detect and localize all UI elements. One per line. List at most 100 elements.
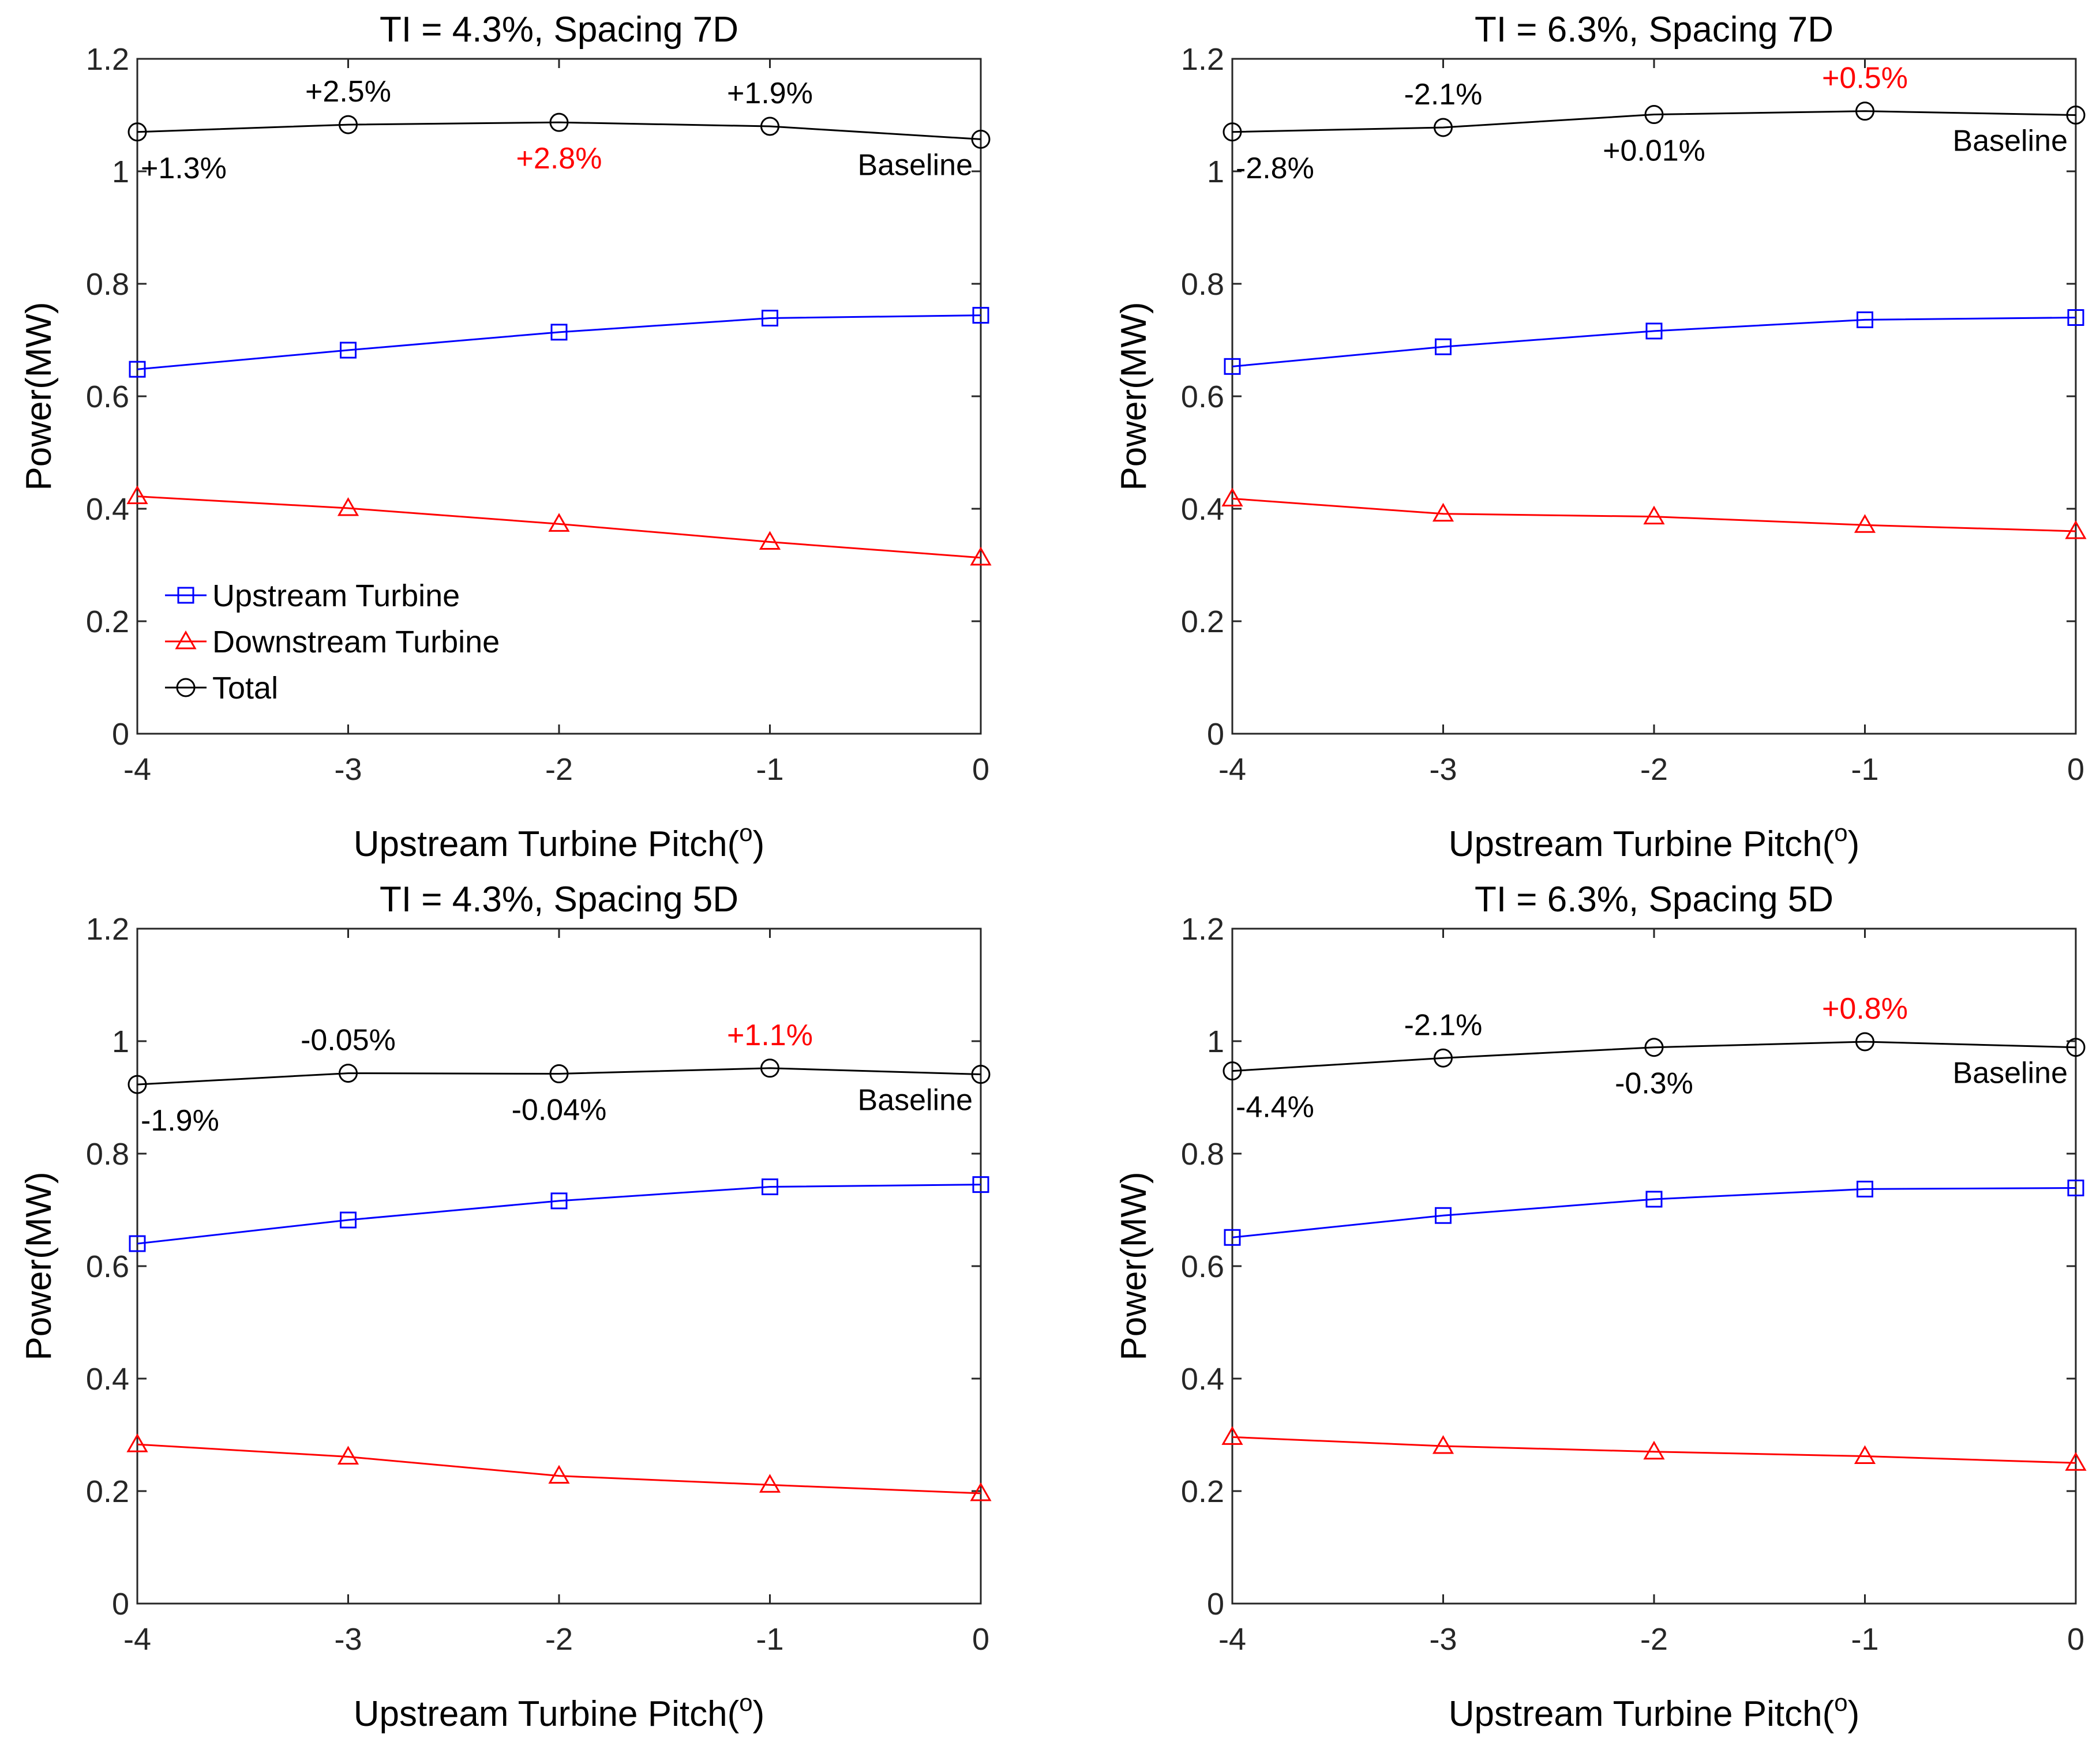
y-tick-label: 1.2 [86,42,129,77]
data-point-downstream-turbine [1221,1426,1243,1445]
y-axis-label: Power(MW) [1114,302,1154,490]
y-tick-label: 0 [1207,717,1224,752]
series-line-upstream-turbine [1232,317,2076,367]
data-point-total [339,115,358,134]
data-point-total [1222,1061,1242,1081]
series-line-upstream-turbine [1232,1187,2076,1238]
data-point-downstream-turbine [2065,1452,2087,1471]
data-label: Baseline [858,148,973,182]
series-line-upstream-turbine [137,1184,981,1245]
data-point-downstream-turbine [1643,505,1665,525]
x-tick-label: -4 [1218,752,1246,787]
chart-panel-4: 0 0.2 0.4 0.6 0.8 1 1.2 -4 -3 -2 -1 0 TI = 6.3%, Spa… [1114,880,2087,1734]
data-point-downstream-turbine [1432,502,1454,522]
chart-title: TI = 6.3%, Spacing 5D [1475,880,1833,919]
data-point-upstream-turbine [972,307,989,324]
data-point-upstream-turbine [1645,322,1663,340]
y-tick-label: 0.4 [1181,492,1224,527]
x-tick-label: 0 [2067,752,2084,787]
data-point-total [127,1075,147,1094]
data-label: -4.4% [1236,1091,1314,1124]
data-point-total [339,1064,358,1083]
data-label: +1.9% [727,77,813,110]
data-label: Baseline [858,1084,973,1117]
chart-title: TI = 4.3%, Spacing 5D [380,880,738,919]
data-point-downstream-turbine [759,531,781,550]
data-label: +1.1% [727,1019,813,1052]
x-tick-label: -3 [334,752,362,787]
y-tick-label: 0.8 [1181,1137,1224,1172]
data-point-downstream-turbine [759,1474,781,1493]
x-axis-label: Upstream Turbine Pitch(o) [1449,819,1859,864]
data-point-downstream-turbine [1854,514,1876,533]
data-point-upstream-turbine [762,1178,778,1196]
data-point-total [1222,122,1242,142]
plot-area [1231,58,2077,735]
data-point-downstream-turbine [1643,1440,1665,1460]
x-tick-label: 0 [972,1622,989,1657]
y-axis-label: Power(MW) [19,302,59,490]
data-point-downstream-turbine [337,1446,359,1465]
data-point-upstream-turbine [2067,1179,2084,1196]
data-point-downstream-turbine [126,485,148,505]
series-line-total [137,121,981,140]
x-tick-label: -3 [1429,1622,1457,1657]
x-tick-label: -3 [334,1622,362,1657]
data-point-total [1434,118,1453,137]
data-point-total [1855,1032,1874,1052]
plot-area [136,58,982,735]
data-label: +0.01% [1603,134,1705,168]
data-point-downstream-turbine [1432,1435,1454,1454]
data-point-total [549,112,569,132]
series-line-downstream-turbine [137,1443,981,1495]
data-point-upstream-turbine [340,341,357,359]
plot-area [136,928,982,1605]
data-point-upstream-turbine [762,309,778,326]
y-tick-label: 0.2 [1181,1474,1224,1509]
data-point-upstream-turbine [1224,1229,1241,1246]
x-axis-label: Upstream Turbine Pitch(o) [1449,1689,1859,1734]
data-label: -0.3% [1615,1067,1693,1101]
data-label: -2.1% [1404,1008,1483,1042]
legend-label: Downstream Turbine [212,625,500,659]
y-tick-label: 1 [1207,155,1224,189]
data-point-upstream-turbine [2067,309,2084,326]
data-point-downstream-turbine [548,513,570,532]
x-tick-label: -4 [1218,1622,1246,1657]
y-axis-label: Power(MW) [19,1172,59,1360]
data-point-downstream-turbine [1854,1445,1876,1465]
series-line-total [1232,1041,2076,1072]
x-tick-label: -3 [1429,752,1457,787]
legend-label: Upstream Turbine [212,579,460,613]
y-tick-label: 0.4 [86,492,129,527]
data-point-upstream-turbine [1857,1180,1873,1197]
data-point-total [1644,105,1664,125]
data-point-total [1855,102,1874,121]
y-tick-label: 0.4 [1181,1362,1224,1396]
data-label: +2.8% [516,142,602,175]
series-line-total [137,1067,981,1086]
legend-swatch-marker [176,678,196,697]
data-label: -0.04% [512,1094,607,1127]
series-line-downstream-turbine [1232,1436,2076,1464]
data-label: +2.5% [305,75,391,108]
x-tick-label: -2 [1640,1622,1668,1657]
y-tick-label: 0.6 [86,380,129,414]
chart-panel-3: 0 0.2 0.4 0.6 0.8 1 1.2 -4 -3 -2 -1 0 TI = 4.3%, Spa… [19,880,992,1734]
data-point-total [971,1065,991,1084]
chart-panel-1: 0 0.2 0.4 0.6 0.8 1 1.2 -4 -3 -2 -1 0 TI = 4.3%, Spa… [19,10,992,864]
x-tick-label: -1 [1851,752,1878,787]
data-point-total [2066,1038,2086,1057]
x-tick-label: -1 [1851,1622,1878,1657]
data-point-upstream-turbine [1435,338,1452,355]
x-tick-label: -1 [756,1622,783,1657]
data-label: Baseline [1953,125,2068,158]
y-tick-label: 0 [1207,1587,1224,1621]
y-tick-label: 1.2 [1181,42,1224,77]
chart-title: TI = 4.3%, Spacing 7D [380,10,738,50]
data-point-upstream-turbine [129,1235,146,1252]
y-tick-label: 0.6 [1181,1249,1224,1284]
x-tick-label: 0 [2067,1622,2084,1657]
